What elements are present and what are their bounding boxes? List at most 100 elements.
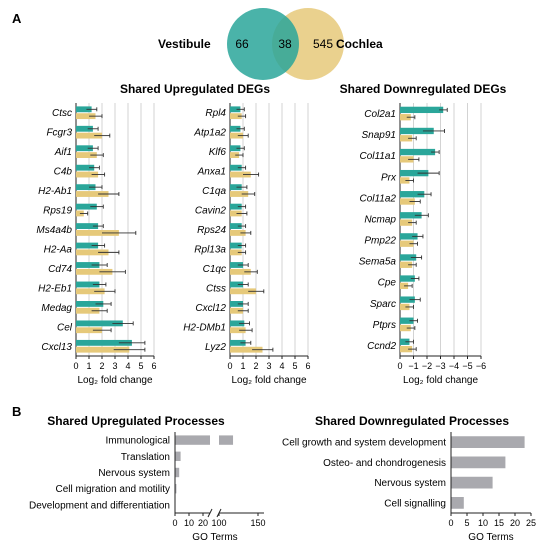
bar-vestibule — [76, 125, 93, 132]
x-tick-label: 5 — [464, 518, 469, 528]
bar-cochlea — [76, 307, 100, 314]
gene-label: Sparc — [370, 299, 396, 310]
gene-label: Ncmap — [364, 214, 396, 225]
x-tick-label: 6 — [151, 361, 156, 371]
process-label: Translation — [121, 452, 170, 463]
gene-label: Sema5a — [359, 257, 397, 268]
gene-label: Rps24 — [197, 225, 226, 236]
gene-label: H2-Aa — [44, 244, 73, 255]
venn-count-shared: 38 — [278, 37, 292, 51]
x-tick-label: 0 — [227, 361, 232, 371]
gene-label: Cel — [57, 322, 73, 333]
bar-cochlea — [230, 249, 242, 256]
x-tick-label: 2 — [99, 361, 104, 371]
x-tick-label: 20 — [510, 518, 520, 528]
gene-label: Ctsc — [52, 108, 72, 119]
x-tick-label: 4 — [125, 361, 130, 371]
gene-label: C4b — [54, 167, 73, 178]
gene-label: Cxcl12 — [195, 303, 226, 314]
x-tick-label: 10 — [184, 518, 194, 528]
process-label: Development and differentiation — [29, 500, 170, 511]
bar-cochlea — [230, 288, 256, 295]
gene-label: Ms4a4b — [36, 225, 72, 236]
bar-cochlea — [230, 132, 243, 139]
process-label: Cell signalling — [384, 498, 446, 509]
gene-label: Col11a2 — [359, 193, 396, 204]
gene-label: Aif1 — [54, 147, 72, 158]
bar-vestibule — [230, 145, 241, 152]
bar-vestibule — [76, 223, 99, 229]
bar-cochlea — [76, 327, 102, 334]
process-label: Osteo- and chondrogenesis — [323, 458, 446, 469]
gene-label: C1qc — [203, 264, 226, 275]
process-label: Cell growth and system development — [282, 438, 446, 449]
panel-label-a: A — [12, 11, 22, 26]
gene-label: Prx — [381, 172, 397, 183]
x-tick-label: 150 — [250, 518, 265, 528]
gene-label: Ctss — [206, 283, 226, 294]
process-bar — [175, 467, 180, 478]
bar-cochlea — [400, 198, 415, 205]
gene-label: Pmp22 — [364, 236, 396, 247]
x-tick-label: −3 — [435, 361, 445, 371]
process-bar — [451, 436, 525, 448]
x-axis-label: GO Terms — [192, 532, 237, 543]
bar-vestibule — [230, 339, 246, 346]
bar-cochlea — [400, 303, 410, 311]
bar-cochlea — [230, 171, 251, 178]
bar-vestibule — [230, 262, 243, 268]
bar-cochlea — [400, 156, 414, 163]
gene-label: Col11a1 — [359, 151, 396, 162]
venn-circle-vestibule — [227, 8, 299, 80]
bar-vestibule — [76, 262, 100, 268]
bar-cochlea — [76, 191, 109, 197]
bar-vestibule — [76, 281, 100, 288]
gene-label: Cavin2 — [195, 206, 227, 217]
gene-label: H2-Eb1 — [38, 283, 72, 294]
gene-label: Cxcl13 — [41, 342, 72, 353]
bar-vestibule — [400, 212, 422, 219]
gene-label: Lyz2 — [205, 342, 226, 353]
x-tick-label: 5 — [138, 361, 143, 371]
bar-vestibule — [230, 301, 243, 307]
bar-vestibule — [400, 148, 436, 156]
process-bar — [451, 476, 493, 489]
venn-diagram: Vestibule Cochlea 66 38 545 — [158, 8, 383, 80]
bar-cochlea — [76, 268, 113, 275]
bar-vestibule — [400, 296, 415, 303]
gene-label: H2-DMb1 — [183, 322, 226, 333]
bar-vestibule — [400, 106, 444, 114]
x-axis-label: Log₂ fold change — [231, 375, 306, 386]
bar-vestibule — [76, 145, 93, 152]
bar-vestibule — [400, 169, 429, 177]
x-tick-label: 15 — [494, 518, 504, 528]
bar-cochlea — [76, 288, 105, 295]
bar-cochlea — [400, 324, 411, 332]
bar-vestibule — [230, 106, 241, 113]
bar-vestibule — [400, 338, 410, 345]
panel-label-b: B — [12, 404, 21, 419]
x-tick-label: 3 — [112, 361, 117, 371]
bar-cochlea — [230, 113, 242, 120]
bar-vestibule — [230, 242, 242, 249]
process-label: Nervous system — [98, 468, 170, 479]
bar-cochlea — [76, 132, 102, 139]
x-tick-label: 4 — [279, 361, 284, 371]
bar-cochlea — [230, 327, 246, 334]
bar-cochlea — [400, 240, 414, 247]
bar-cochlea — [400, 177, 410, 184]
gene-label: Medag — [41, 303, 72, 314]
process-label: Nervous system — [374, 478, 446, 489]
bar-cochlea — [76, 152, 97, 158]
process-bar — [451, 456, 506, 469]
x-tick-label: 1 — [240, 361, 245, 371]
bar-cochlea — [400, 135, 413, 142]
bar-cochlea — [230, 307, 243, 314]
x-axis-label: Log₂ fold change — [403, 375, 478, 386]
bar-cochlea — [230, 210, 242, 217]
chart-title-up-degs: Shared Upregulated DEGs — [120, 82, 270, 96]
bar-vestibule — [230, 203, 242, 210]
x-tick-label: −5 — [462, 361, 472, 371]
process-bar-continued — [219, 435, 234, 445]
bar-vestibule — [230, 184, 242, 191]
